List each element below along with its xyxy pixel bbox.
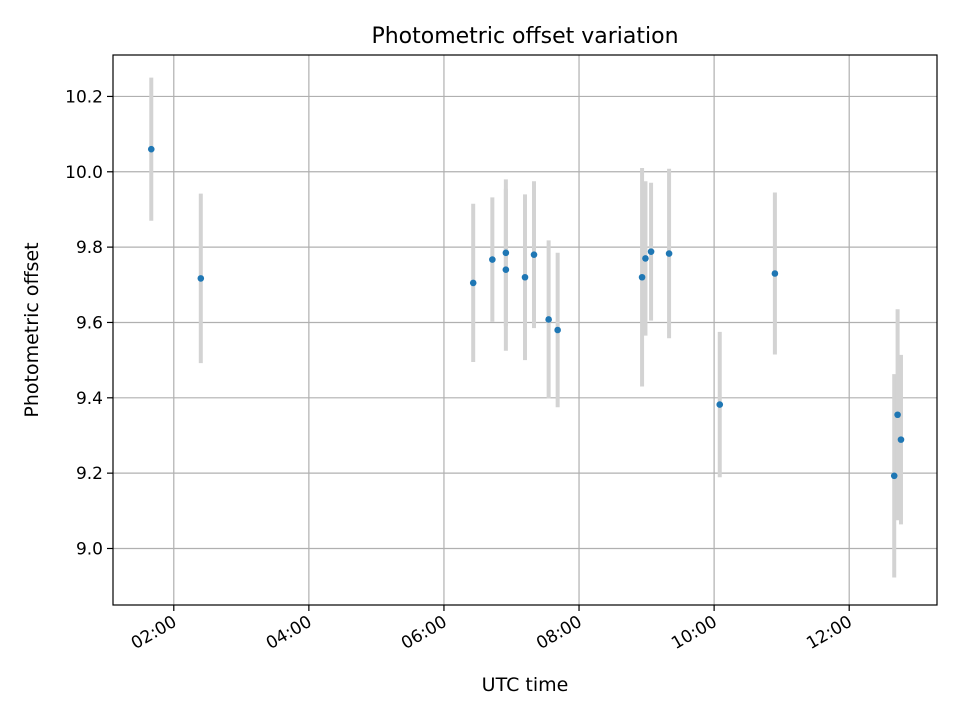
chart-title: Photometric offset variation: [371, 24, 678, 49]
data-point: [521, 273, 529, 281]
x-tick-label: 04:00: [263, 612, 315, 654]
data-point: [545, 316, 552, 323]
data-point: [642, 255, 649, 262]
x-tick-label: 08:00: [533, 612, 585, 654]
y-tick-label: 10.0: [65, 163, 103, 183]
data-point: [716, 401, 724, 408]
x-tick-label: 06:00: [398, 612, 450, 654]
plot-frame: [112, 54, 938, 606]
data-point: [771, 270, 779, 277]
data-point: [665, 250, 673, 257]
data-point: [489, 256, 496, 263]
data-point: [897, 436, 905, 443]
data-points: [147, 145, 905, 480]
y-tick-label: 9.8: [76, 238, 103, 258]
data-point: [147, 145, 155, 153]
error-bars: [149, 77, 903, 578]
y-axis-ticks: 9.0 9.2 9.4 9.6 9.8 10.0 10.2: [65, 87, 113, 559]
y-tick-label: 9.2: [76, 464, 103, 484]
y-tick-label: 9.0: [76, 539, 103, 559]
data-point: [554, 326, 561, 334]
data-point: [894, 411, 901, 419]
data-point: [530, 251, 538, 258]
y-tick-label: 9.4: [76, 389, 103, 409]
x-tick-label: 12:00: [803, 612, 855, 654]
x-axis-label: UTC time: [482, 674, 569, 696]
x-tick-label: 10:00: [668, 612, 720, 654]
y-tick-label: 9.6: [76, 313, 103, 333]
y-axis-label: Photometric offset: [21, 242, 43, 417]
gridlines: [113, 55, 937, 605]
data-point: [502, 249, 510, 257]
data-point: [469, 279, 477, 287]
x-tick-label: 02:00: [128, 612, 180, 654]
data-point: [890, 472, 898, 480]
data-point: [647, 248, 655, 255]
data-point: [502, 266, 510, 274]
data-point: [638, 273, 646, 281]
data-point: [197, 275, 205, 282]
x-axis-ticks: 02:00 04:00 06:00 08:00 10:00 12:00: [128, 605, 856, 654]
y-tick-label: 10.2: [65, 87, 103, 107]
